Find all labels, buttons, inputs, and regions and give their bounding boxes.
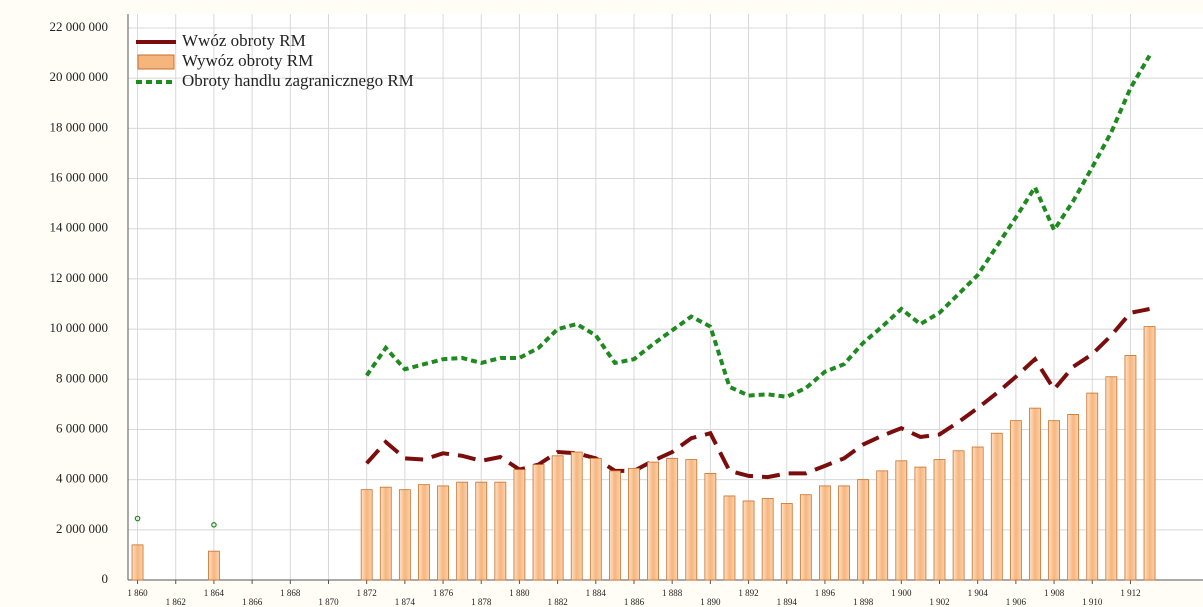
bar [360,489,373,581]
bar [780,503,793,581]
bar [589,457,602,581]
y-tick-label: 6 000 000 [56,420,108,435]
bar [475,481,488,581]
x-tick-label: 1 860 [127,588,148,598]
y-tick-label: 10 000 000 [50,320,109,335]
line-point [134,515,141,522]
x-tick-label: 1 912 [1120,588,1140,598]
legend-label: Wwóz obroty RM [182,31,306,50]
bar [398,489,411,581]
bar [1105,376,1118,581]
bar [1086,392,1099,581]
x-tick-label: 1 866 [242,597,263,607]
bar [952,450,965,581]
bar [1009,420,1022,581]
x-tick-label: 1 888 [662,588,683,598]
x-tick-label: 1 906 [1006,597,1027,607]
bar [570,451,583,581]
bar [1124,355,1137,581]
x-tick-label: 1 872 [357,588,377,598]
bar [1067,413,1080,581]
y-tick-label: 4 000 000 [56,471,108,486]
x-tick-label: 1 894 [777,597,798,607]
bar [819,485,831,581]
legend-label: Obroty handlu zagranicznego RM [182,71,414,90]
plot-area [128,14,1203,580]
x-tick-label: 1 908 [1044,588,1065,598]
x-tick-label: 1 878 [471,597,492,607]
x-tick-label: 1 880 [509,588,530,598]
x-tick-label: 1 890 [700,597,721,607]
bar [876,470,889,581]
x-tick-label: 1 874 [395,597,416,607]
bar [379,486,392,581]
y-tick-label: 2 000 000 [56,521,108,536]
x-tick-label: 1 884 [586,588,607,598]
legend-swatch [137,54,175,70]
bar [1048,420,1060,581]
bar [208,550,220,581]
y-tick-label: 8 000 000 [56,370,108,385]
legend-label: Wywóz obroty RM [182,51,313,70]
bar [1143,326,1156,581]
x-tick-label: 1 870 [318,597,339,607]
bar [742,500,755,581]
y-tick-label: 22 000 000 [50,19,109,34]
bar [647,461,659,581]
bar [418,484,430,581]
x-tick-label: 1 904 [968,588,989,598]
x-tick-label: 1 900 [891,588,912,598]
bar [532,464,545,581]
bar [723,495,736,581]
x-tick-label: 1 876 [433,588,454,598]
y-tick-label: 18 000 000 [50,119,109,134]
y-tick-label: 16 000 000 [50,170,109,185]
x-tick-label: 1 864 [204,588,225,598]
bar [933,459,946,581]
x-tick-label: 1 898 [853,597,874,607]
x-tick-label: 1 882 [547,597,567,607]
bar [838,485,850,581]
x-tick-label: 1 910 [1082,597,1103,607]
x-tick-label: 1 862 [166,597,186,607]
bar [456,481,469,581]
bar [914,466,927,581]
y-tick-label: 14 000 000 [50,220,109,235]
bar [551,455,564,581]
x-tick-label: 1 902 [929,597,949,607]
bar [971,446,984,581]
bar [1029,407,1041,581]
bar [895,460,908,581]
x-tick-label: 1 868 [280,588,301,598]
y-tick-label: 12 000 000 [50,270,109,285]
bar [513,469,526,581]
bar [857,479,870,581]
bar [704,472,717,581]
x-tick-label: 1 896 [815,588,836,598]
y-tick-label: 0 [102,571,109,586]
x-tick-label: 1 886 [624,597,645,607]
bar [666,457,679,581]
line [365,307,1150,480]
line-point [211,521,217,528]
bar [628,467,640,581]
bar [437,485,449,581]
bar [990,432,1003,581]
bar [761,498,774,581]
bar [131,544,144,581]
bar [685,459,698,581]
x-tick-label: 1 892 [738,588,758,598]
bar [799,494,812,581]
bar [609,470,621,581]
bar [494,481,507,581]
y-tick-label: 20 000 000 [50,69,109,84]
